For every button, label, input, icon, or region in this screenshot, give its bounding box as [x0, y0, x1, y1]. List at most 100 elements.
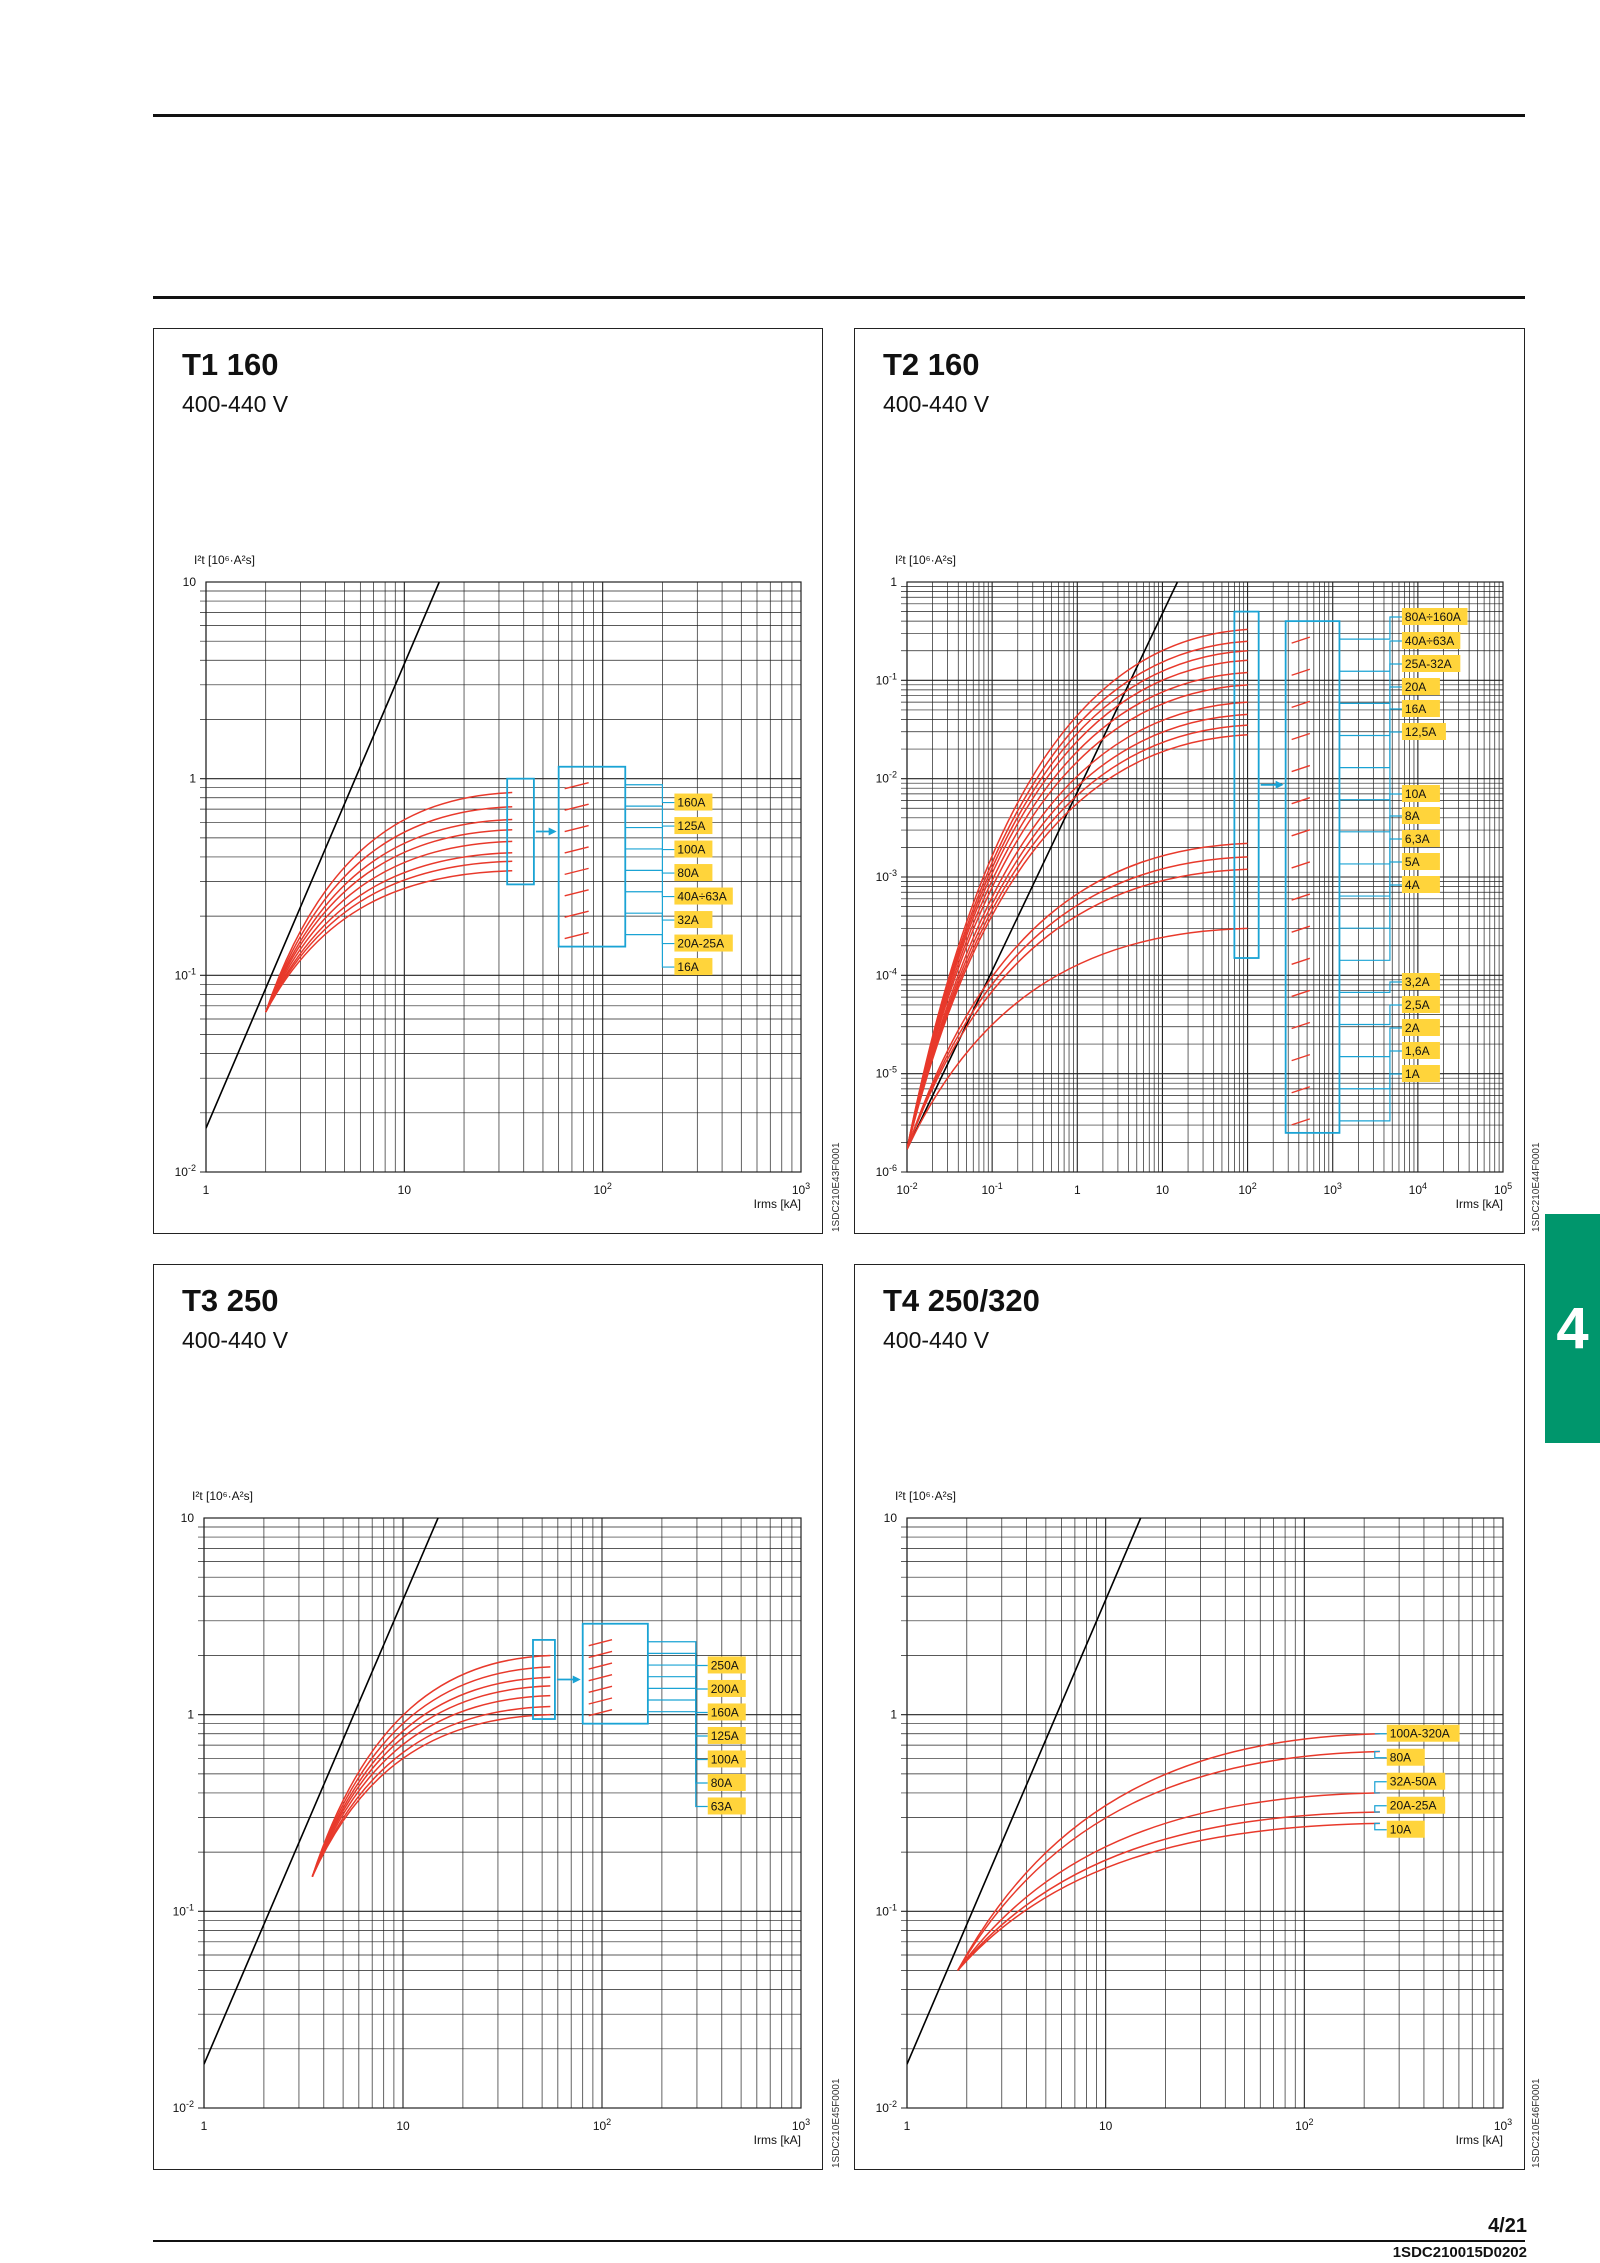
series-curve [265, 840, 513, 1013]
zoom-curve [588, 1708, 613, 1717]
series-curve [265, 860, 513, 1013]
label-box [1401, 973, 1440, 990]
zoom-curve [564, 910, 589, 918]
label-box [1386, 1724, 1460, 1742]
reference-line [907, 582, 1179, 1150]
series-curve [957, 1792, 1380, 1971]
label-leader [1339, 793, 1402, 833]
x-tick-label: 103 [792, 2117, 810, 2133]
chart-panel-t1: T1 160 400-440 V 1 10 102 103 10-2 10-1 1 10 I²t… [153, 328, 823, 1234]
label-box [674, 817, 713, 835]
x-tick-label: 102 [593, 2117, 611, 2133]
label-box [674, 887, 733, 905]
series-label: 3,2A [1405, 975, 1430, 989]
label-box [674, 934, 733, 952]
zoom-curve [1291, 797, 1311, 805]
x-tick-label: 103 [1324, 1181, 1342, 1197]
label-box [1401, 1042, 1440, 1059]
series-label: 4A [1405, 878, 1420, 892]
x-tick-label: 10 [398, 1183, 412, 1197]
label-box [674, 958, 713, 976]
series-label: 80A [1390, 1751, 1411, 1765]
zoom-curve [1291, 1021, 1311, 1030]
x-axis-label: Irms [kA] [1456, 1197, 1503, 1211]
label-box [1401, 876, 1440, 893]
y-tick-label: 10 [884, 1511, 898, 1525]
zoom-curve [588, 1650, 613, 1659]
x-tick-label: 1 [904, 2119, 911, 2133]
chart-subtitle: 400-440 V [182, 391, 289, 417]
x-axis-label: Irms [kA] [754, 1197, 801, 1211]
label-box [707, 1656, 746, 1674]
zoom-curve [1291, 957, 1311, 965]
y-tick-label: 10-2 [175, 1163, 196, 1179]
label-leader [625, 826, 675, 851]
label-box [707, 1773, 746, 1791]
series-label: 1A [1405, 1067, 1420, 1081]
x-tick-label: 10 [1156, 1183, 1170, 1197]
series-label: 10A [1390, 1823, 1411, 1837]
series-label: 16A [677, 960, 698, 974]
series-label: 250A [711, 1658, 739, 1672]
label-box [1401, 1019, 1440, 1036]
y-tick-label: 10-5 [876, 1065, 897, 1081]
label-leader [625, 891, 675, 921]
series-curve [907, 671, 1248, 1150]
label-box [1401, 655, 1461, 672]
label-box [674, 864, 713, 882]
label-box [707, 1703, 746, 1721]
series-curve [264, 791, 513, 1013]
label-leader [1374, 1781, 1387, 1794]
series-label: 125A [711, 1729, 739, 1743]
chart-subtitle: 400-440 V [883, 391, 990, 417]
series-curve [311, 1654, 551, 1877]
series-label: 200A [711, 1682, 739, 1696]
reference-line [206, 582, 440, 1129]
label-leader [1339, 1027, 1402, 1058]
series-curve [311, 1676, 551, 1877]
series-curve [264, 805, 513, 1013]
x-tick-label: 103 [1494, 2117, 1512, 2133]
label-leader [1339, 616, 1402, 640]
zoom-curve [1291, 1053, 1311, 1062]
series-curve [957, 1732, 1380, 1971]
label-leader [1374, 1750, 1387, 1759]
series-curve [957, 1750, 1380, 1971]
zoom-curve [1291, 636, 1311, 644]
series-label: 100A-320A [1390, 1727, 1450, 1741]
label-box [707, 1797, 746, 1815]
series-curve [907, 713, 1248, 1150]
zoom-curve [564, 846, 589, 854]
chart-t2: 10-2 10-1 1 10 102 103 104 105 10-6 10-5 10-4 10-3 1… [876, 553, 1513, 1211]
zoom-curve [1291, 1086, 1311, 1094]
zoom-curve [564, 867, 589, 876]
y-tick-label: 10-3 [876, 868, 897, 884]
x-tick-label: 1 [1074, 1183, 1081, 1197]
series-label: 8A [1405, 809, 1420, 823]
zoom-arrow-head [1275, 780, 1284, 789]
zoom-curve [1291, 732, 1311, 741]
series-label: 6,3A [1405, 832, 1430, 846]
top-rule [153, 114, 1525, 117]
zoom-curve [564, 889, 589, 897]
x-tick-label: 104 [1409, 1181, 1427, 1197]
plot-frame [906, 581, 1504, 1173]
series-label: 12,5A [1405, 725, 1436, 739]
label-leader [1339, 731, 1402, 801]
series-curve [907, 842, 1248, 1150]
x-tick-label: 105 [1494, 1181, 1512, 1197]
label-leader [1339, 663, 1402, 704]
zoom-arrow-head [548, 827, 557, 836]
label-leader [1339, 640, 1402, 672]
y-tick-label: 1 [890, 1708, 897, 1722]
figure-code: 1SDC210E44F0001 [1531, 1142, 1542, 1232]
label-box [707, 1750, 746, 1768]
section-tab: 4 [1545, 1214, 1600, 1443]
series-label: 40A÷63A [1405, 634, 1454, 648]
chart-title: T3 250 [182, 1283, 279, 1318]
zoom-curve [1291, 861, 1311, 869]
zoom-box [1284, 620, 1341, 1134]
y-tick-label: 10-1 [876, 671, 897, 687]
series-curve [907, 701, 1248, 1150]
x-axis-label: Irms [kA] [754, 2133, 801, 2147]
